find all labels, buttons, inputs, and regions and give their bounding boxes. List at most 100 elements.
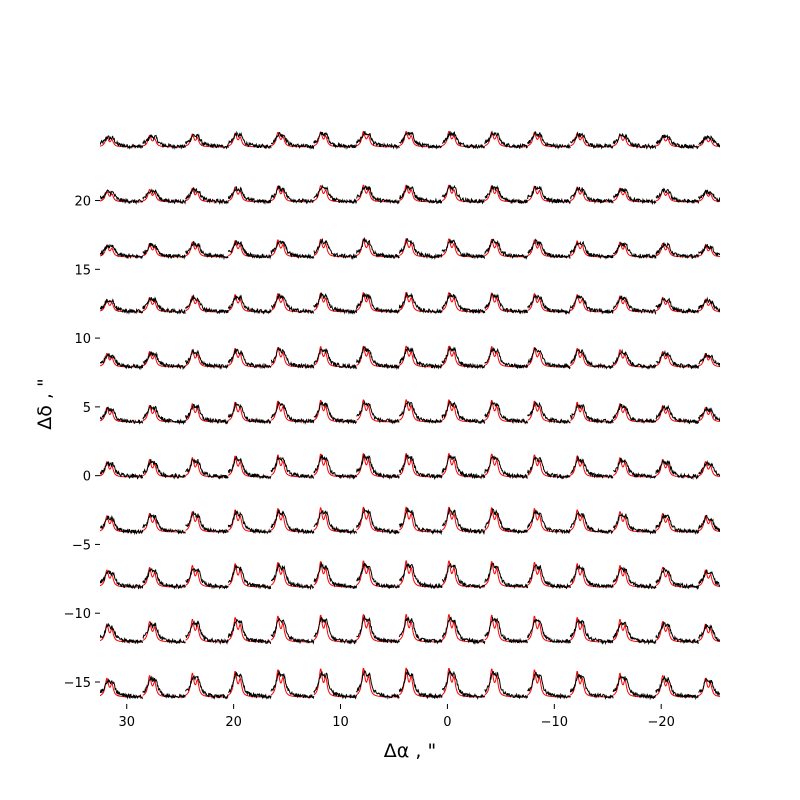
observed-spectrum-line xyxy=(570,454,614,479)
observed-spectrum-line xyxy=(227,509,272,535)
observed-spectrum-line xyxy=(313,184,358,205)
observed-spectrum-line xyxy=(527,347,571,370)
observed-spectrum-line xyxy=(398,507,443,536)
observed-spectrum-line xyxy=(313,237,358,261)
observed-spectrum-line xyxy=(185,403,229,425)
observed-spectrum-line xyxy=(484,508,529,535)
y-tick-label: 10 xyxy=(74,332,91,347)
observed-spectrum-line xyxy=(399,131,443,150)
observed-spectrum-line xyxy=(612,621,657,646)
observed-spectrum-line xyxy=(655,242,700,260)
observed-spectrum-line xyxy=(441,562,486,589)
y-axis-label: Δδ , " xyxy=(34,378,56,429)
model-spectrum-line xyxy=(570,186,614,203)
observed-spectrum-line xyxy=(142,188,186,205)
observed-spectrum-line xyxy=(441,345,486,370)
observed-spectrum-line xyxy=(270,456,315,479)
observed-spectrum-line xyxy=(398,400,443,424)
observed-spectrum-line xyxy=(313,561,358,590)
observed-spectrum-line xyxy=(271,293,314,315)
model-spectrum-line xyxy=(441,131,485,148)
observed-spectrum-line xyxy=(227,564,272,590)
observed-spectrum-line xyxy=(100,353,144,371)
observed-spectrum-line xyxy=(698,677,720,697)
observed-spectrum-line xyxy=(655,674,699,701)
observed-spectrum-line xyxy=(270,185,315,205)
spectra-layer xyxy=(100,130,720,701)
observed-spectrum-line xyxy=(441,616,486,645)
observed-spectrum-line xyxy=(142,242,186,260)
observed-spectrum-line xyxy=(100,243,144,260)
observed-spectrum-line xyxy=(484,562,529,590)
observed-spectrum-line xyxy=(142,296,186,315)
observed-spectrum-line xyxy=(655,297,700,315)
observed-spectrum-line xyxy=(271,563,314,591)
observed-spectrum-line xyxy=(655,134,699,150)
observed-spectrum-line xyxy=(270,401,315,425)
observed-spectrum-line xyxy=(612,132,657,150)
observed-spectrum-line xyxy=(227,130,272,149)
observed-spectrum-line xyxy=(655,349,700,370)
observed-spectrum-line xyxy=(698,243,720,256)
observed-spectrum-line xyxy=(100,298,144,315)
observed-spectrum-line xyxy=(313,671,358,700)
observed-spectrum-line xyxy=(185,294,229,315)
observed-spectrum-line xyxy=(228,671,272,700)
model-spectrum-line xyxy=(185,672,229,698)
observed-spectrum-line xyxy=(100,514,144,536)
model-spectrum-line xyxy=(399,506,443,533)
observed-spectrum-line xyxy=(569,511,614,535)
observed-spectrum-line xyxy=(698,514,720,532)
observed-spectrum-line xyxy=(527,456,571,480)
model-spectrum-line xyxy=(484,614,528,643)
observed-spectrum-line xyxy=(484,346,529,370)
y-tick-label: 5 xyxy=(83,401,91,416)
observed-spectrum-line xyxy=(185,510,229,535)
observed-spectrum-line xyxy=(356,184,400,205)
observed-spectrum-line xyxy=(612,187,657,206)
y-tick-label: −5 xyxy=(72,538,91,553)
observed-spectrum-line xyxy=(185,568,229,590)
observed-spectrum-line xyxy=(612,348,657,370)
y-tick-label: 0 xyxy=(83,470,91,485)
observed-spectrum-line xyxy=(655,513,700,535)
observed-spectrum-line xyxy=(227,294,272,315)
x-axis-label: Δα , " xyxy=(384,740,436,762)
observed-spectrum-line xyxy=(100,678,144,700)
observed-spectrum-line xyxy=(569,131,614,150)
observed-spectrum-line xyxy=(527,510,571,535)
observed-spectrum-line xyxy=(271,346,315,369)
observed-spectrum-line xyxy=(441,239,485,260)
observed-spectrum-line xyxy=(142,621,186,645)
observed-spectrum-line xyxy=(227,240,272,260)
observed-spectrum-line xyxy=(356,614,400,644)
observed-spectrum-line xyxy=(484,238,529,261)
observed-spectrum-line xyxy=(313,509,358,535)
observed-spectrum-line xyxy=(270,240,315,260)
observed-spectrum-line xyxy=(227,455,272,480)
observed-spectrum-line xyxy=(100,622,144,645)
model-spectrum-line xyxy=(270,400,314,423)
observed-spectrum-line xyxy=(698,134,720,148)
observed-spectrum-line xyxy=(527,185,571,205)
observed-spectrum-line xyxy=(313,401,358,425)
y-tick-label: 20 xyxy=(74,195,91,210)
observed-spectrum-line xyxy=(698,352,720,367)
observed-spectrum-line xyxy=(185,348,229,370)
model-spectrum-line xyxy=(441,614,485,643)
observed-spectrum-line xyxy=(142,512,186,535)
observed-spectrum-line xyxy=(142,404,186,425)
observed-spectrum-line xyxy=(398,616,443,645)
x-tick-label: 30 xyxy=(118,715,135,730)
observed-spectrum-line xyxy=(698,623,720,642)
model-spectrum-line xyxy=(484,668,528,698)
model-spectrum-line xyxy=(228,294,271,313)
x-tick-label: −10 xyxy=(541,715,568,730)
observed-spectrum-line xyxy=(270,509,315,535)
model-spectrum-line xyxy=(527,400,571,423)
observed-spectrum-line xyxy=(356,399,400,425)
observed-spectrum-line xyxy=(612,675,657,701)
observed-spectrum-line xyxy=(142,459,186,480)
model-spectrum-line xyxy=(698,677,720,697)
observed-spectrum-line xyxy=(484,455,528,480)
